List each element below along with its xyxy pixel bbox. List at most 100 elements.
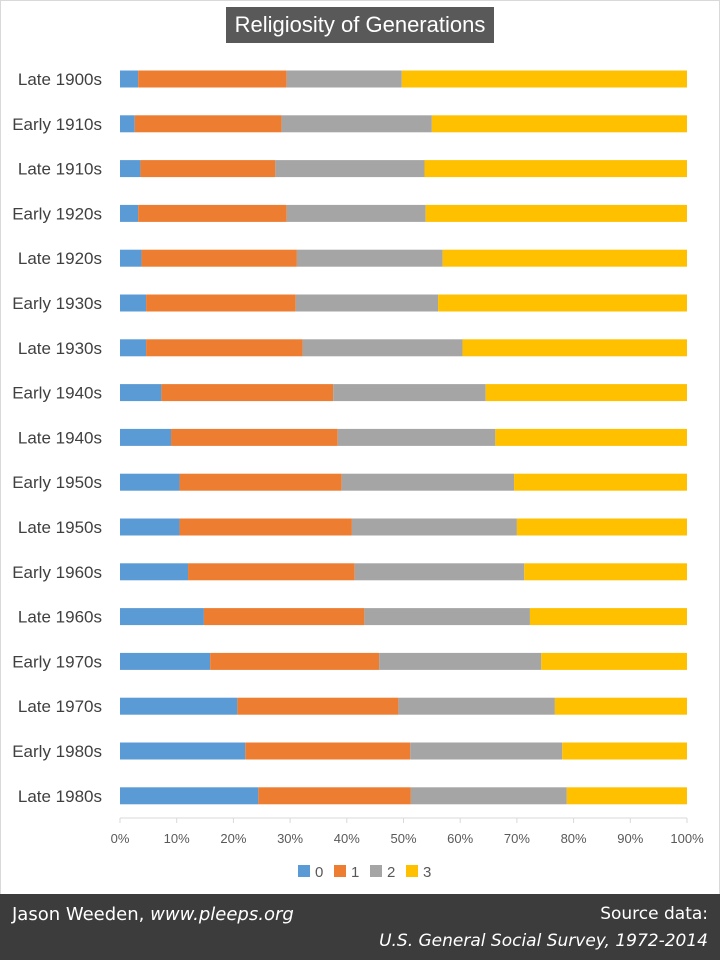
bar-segment-3 [431,115,687,133]
x-tick-label: 90% [617,831,643,846]
category-label: Early 1970s [12,652,102,671]
x-tick-label: 60% [447,831,473,846]
chart-title: Religiosity of Generations [226,7,494,43]
bar-segment-3 [424,160,687,178]
bar-segment-1 [188,563,355,581]
bar-segment-0 [120,249,142,267]
bar-segment-0 [120,473,180,491]
legend-swatch-2 [370,865,382,877]
category-label: Early 1920s [12,204,102,223]
x-tick-label: 100% [670,831,704,846]
bar-segment-2 [302,339,463,357]
bar-segment-3 [516,518,687,536]
bar-segment-1 [141,249,297,267]
bar-segment-0 [120,294,147,312]
bar-segment-0 [120,742,246,760]
x-tick-label: 70% [504,831,530,846]
stacked-bar-chart: Late 1900s Early 1910s Late 1910s Early 192… [12,70,704,881]
bar-segment-0 [120,160,141,178]
bar-segment-1 [138,70,287,88]
category-label: Early 1910s [12,115,102,134]
bar-segment-2 [333,384,486,402]
bar-segment-3 [562,742,687,760]
bar-segment-3 [442,249,687,267]
legend-label: 3 [423,864,431,881]
category-label: Late 1910s [18,160,102,179]
x-tick-label: 10% [164,831,190,846]
category-label: Early 1980s [12,742,102,761]
bar-segment-3 [566,787,687,805]
legend-swatch-1 [334,865,346,877]
legend-label: 0 [315,864,323,881]
site-link[interactable]: www.pleeps.org [150,904,294,925]
bar-segment-3 [401,70,687,88]
bar-segment-2 [364,608,530,626]
bar-segment-1 [171,428,338,446]
category-label: Late 1920s [18,249,102,268]
legend-label: 2 [387,864,395,881]
bar-segment-2 [286,70,402,88]
bar-segment-2 [379,652,542,670]
bar-segment-3 [514,473,687,491]
footer: Jason Weeden, www.pleeps.org Source data… [0,894,720,960]
category-label: Late 1900s [18,70,102,89]
x-tick-label: 30% [277,831,303,846]
bar-segment-1 [258,787,411,805]
x-tick-label: 80% [561,831,587,846]
source-text: U.S. General Social Survey, 1972-2014 [379,931,708,951]
bar-segment-2 [398,697,555,715]
bar-segment-2 [286,204,426,222]
legend-label: 1 [351,864,359,881]
legend-swatch-3 [406,865,418,877]
x-tick-label: 40% [334,831,360,846]
category-label: Late 1950s [18,518,102,537]
bar-segment-1 [146,294,296,312]
bar-segment-1 [146,339,303,357]
bar-segment-3 [438,294,687,312]
bar-segment-2 [296,249,443,267]
bar-segment-1 [179,473,342,491]
category-label: Early 1930s [12,294,102,313]
bar-segment-2 [354,563,525,581]
bar-segment-0 [120,428,172,446]
bar-segment-2 [275,160,425,178]
bar-segment-0 [120,204,139,222]
x-tick-label: 50% [390,831,416,846]
category-label: Late 1970s [18,697,102,716]
bar-segment-1 [245,742,411,760]
x-tick-label: 0% [111,831,130,846]
bar-segment-3 [541,652,687,670]
bar-segment-0 [120,115,135,133]
x-tick-label: 20% [220,831,246,846]
category-label: Early 1940s [12,384,102,403]
bar-segment-1 [138,204,287,222]
bar-segment-0 [120,652,211,670]
bar-segment-1 [203,608,365,626]
category-label: Early 1950s [12,473,102,492]
bar-segment-1 [134,115,282,133]
bar-segment-1 [140,160,276,178]
category-label: Late 1960s [18,608,102,627]
bar-segment-0 [120,339,147,357]
bar-segment-3 [524,563,687,581]
bar-segment-0 [120,384,162,402]
bar-segment-2 [337,428,496,446]
bar-segment-2 [410,787,567,805]
author-name: Jason Weeden, [12,904,145,925]
bar-segment-3 [554,697,687,715]
bar-segment-2 [281,115,432,133]
bar-segment-0 [120,70,139,88]
category-label: Late 1930s [18,339,102,358]
bar-segment-2 [351,518,517,536]
category-label: Late 1980s [18,787,102,806]
bar-segment-3 [485,384,687,402]
bar-segment-0 [120,608,204,626]
bar-segment-1 [210,652,380,670]
footer-credit: Jason Weeden, www.pleeps.org [12,904,294,925]
bar-segment-3 [495,428,687,446]
bar-segment-1 [179,518,352,536]
source-label: Source data: [600,904,708,924]
bar-segment-0 [120,697,238,715]
bar-segment-3 [529,608,687,626]
bar-segment-2 [341,473,515,491]
